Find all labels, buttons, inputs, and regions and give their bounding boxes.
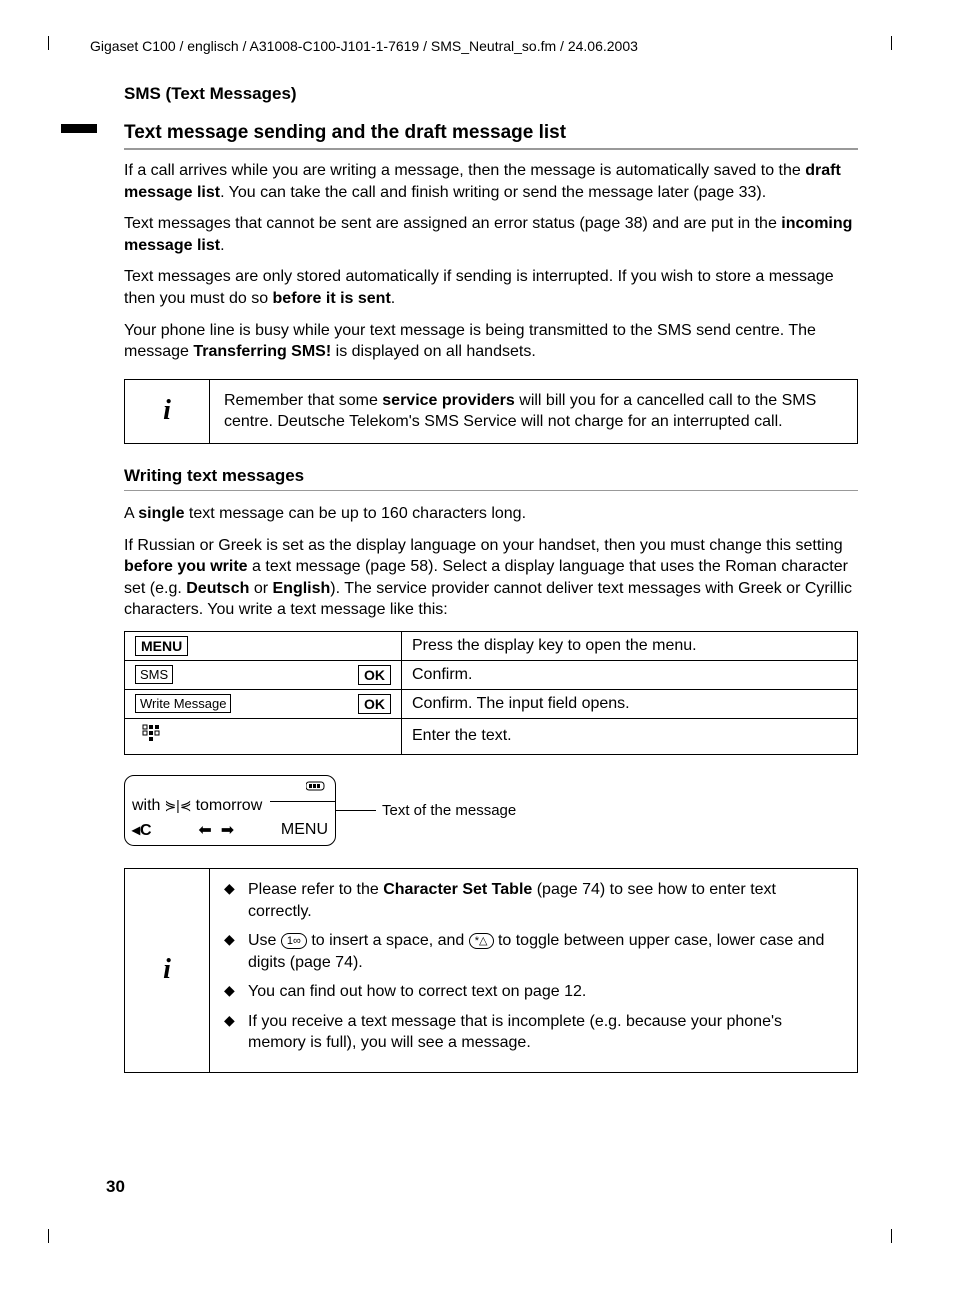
phone-text: tomorrow bbox=[196, 797, 263, 815]
info-icon: i bbox=[125, 869, 210, 1072]
step-description: Confirm. bbox=[402, 660, 858, 689]
paragraph: If a call arrives while you are writing … bbox=[124, 160, 858, 203]
table-row: Enter the text. bbox=[125, 718, 858, 754]
step-description: Enter the text. bbox=[402, 718, 858, 754]
key-star-icon: *△ bbox=[469, 933, 494, 949]
header-path: Gigaset C100 / englisch / A31008-C100-J1… bbox=[90, 38, 894, 54]
info-icon: i bbox=[125, 380, 210, 443]
steps-table: MENU Press the display key to open the m… bbox=[124, 631, 858, 755]
battery-icon bbox=[306, 781, 328, 791]
heading-2: Writing text messages bbox=[124, 466, 858, 486]
callout-text: Text of the message bbox=[382, 802, 516, 819]
table-row: MENU Press the display key to open the m… bbox=[125, 631, 858, 660]
phone-display-figure: with ⋟|⋞ tomorrow ◂C ⬅ ➡ MENU Text of th… bbox=[124, 775, 858, 846]
step-description: Confirm. The input field opens. bbox=[402, 689, 858, 718]
info-bullet-list: Please refer to the Character Set Table … bbox=[224, 879, 843, 1054]
heading-rule bbox=[124, 148, 858, 150]
heading-rule bbox=[124, 490, 858, 491]
list-item: If you receive a text message that is in… bbox=[224, 1011, 843, 1054]
list-item: You can find out how to correct text on … bbox=[224, 981, 843, 1003]
paragraph: Your phone line is busy while your text … bbox=[124, 320, 858, 363]
table-row: SMS OK Confirm. bbox=[125, 660, 858, 689]
step-description: Press the display key to open the menu. bbox=[402, 631, 858, 660]
paragraph: If Russian or Greek is set as the displa… bbox=[124, 535, 858, 621]
menu-key-box: MENU bbox=[135, 636, 188, 656]
nav-arrows-icon: ⬅ ➡ bbox=[198, 820, 234, 840]
info-box: i Please refer to the Character Set Tabl… bbox=[124, 868, 858, 1073]
callout-line bbox=[336, 810, 376, 811]
ok-key-box: OK bbox=[358, 665, 391, 685]
menu-item-box: Write Message bbox=[135, 694, 231, 713]
menu-softkey: MENU bbox=[281, 821, 328, 839]
callout-connector bbox=[270, 801, 335, 802]
list-item: Please refer to the Character Set Table … bbox=[224, 879, 843, 922]
section-title: SMS (Text Messages) bbox=[124, 84, 858, 104]
menu-item-box: SMS bbox=[135, 665, 173, 684]
back-softkey-icon: ◂C bbox=[132, 820, 152, 840]
info-text: Remember that some service providers wil… bbox=[210, 380, 857, 443]
phone-text: with bbox=[132, 797, 160, 815]
cursor-icon: ⋟|⋞ bbox=[164, 797, 191, 814]
list-item: Use 1∞ to insert a space, and *△ to togg… bbox=[224, 930, 843, 973]
keypad-icon bbox=[141, 723, 163, 745]
key-1-icon: 1∞ bbox=[281, 933, 307, 949]
ok-key-box: OK bbox=[358, 694, 391, 714]
table-row: Write Message OK Confirm. The input fiel… bbox=[125, 689, 858, 718]
info-box: i Remember that some service providers w… bbox=[124, 379, 858, 444]
side-marker bbox=[61, 124, 97, 133]
page-number: 30 bbox=[106, 1177, 125, 1197]
heading-1: Text message sending and the draft messa… bbox=[124, 122, 858, 148]
paragraph: Text messages that cannot be sent are as… bbox=[124, 213, 858, 256]
paragraph: A single text message can be up to 160 c… bbox=[124, 503, 858, 525]
paragraph: Text messages are only stored automatica… bbox=[124, 266, 858, 309]
phone-screen: with ⋟|⋞ tomorrow ◂C ⬅ ➡ MENU bbox=[124, 775, 336, 846]
